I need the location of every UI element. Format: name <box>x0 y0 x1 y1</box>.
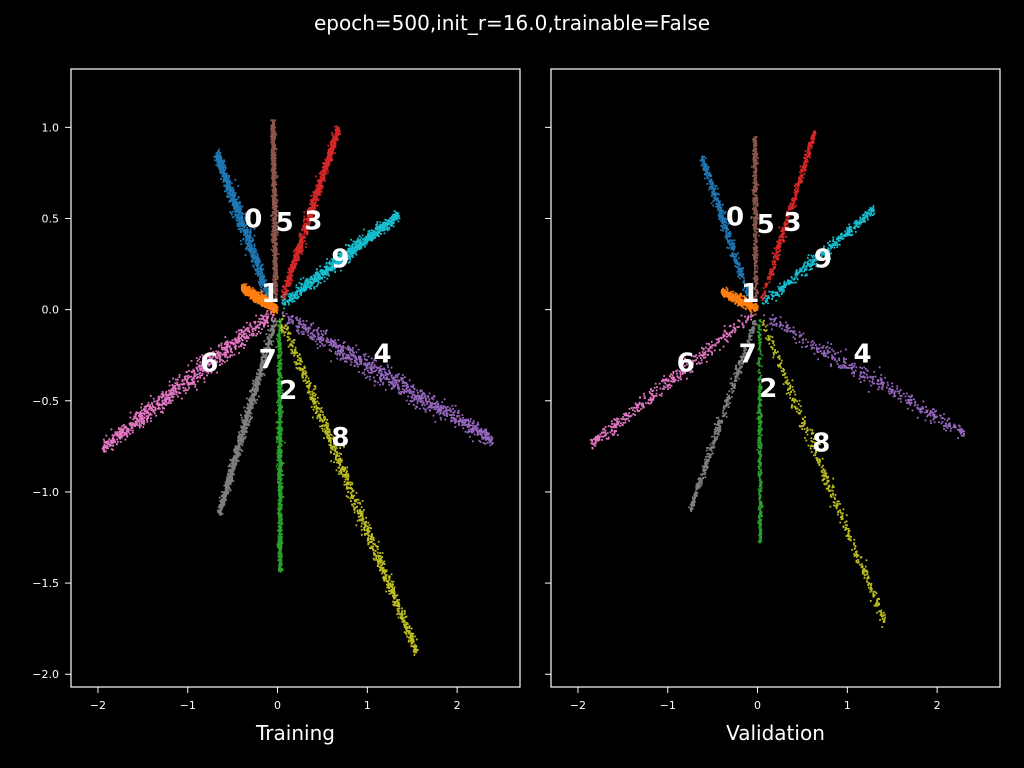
x-tick-label: −2 <box>570 699 586 712</box>
y-tick-label: 0.5 <box>42 212 60 225</box>
series-5-points <box>750 136 760 299</box>
x-axis-label: Validation <box>726 721 825 745</box>
x-tick-label: 2 <box>934 699 941 712</box>
x-tick-label: 0 <box>754 699 761 712</box>
cluster-label-3: 3 <box>784 208 802 238</box>
y-tick-label: 1.0 <box>42 121 60 134</box>
y-tick-label: −1.0 <box>32 486 59 499</box>
cluster-label-4: 4 <box>854 339 872 369</box>
series-0-points <box>699 155 751 300</box>
cluster-label-9: 9 <box>814 245 832 275</box>
series-6-points <box>101 307 274 453</box>
cluster-label-2: 2 <box>759 374 777 404</box>
series-2-points <box>756 319 764 544</box>
y-tick-label: 0.0 <box>42 304 60 317</box>
cluster-label-6: 6 <box>677 349 695 379</box>
series-3-points <box>280 125 342 301</box>
scatter-points <box>101 119 494 656</box>
axes-frame <box>550 68 1001 688</box>
series-8-points <box>278 314 419 656</box>
cluster-label-1: 1 <box>261 279 279 309</box>
cluster-label-5: 5 <box>276 208 294 238</box>
series-1-points <box>720 286 759 316</box>
series-4-points <box>763 314 966 439</box>
cluster-label-2: 2 <box>279 376 297 406</box>
cluster-label-3: 3 <box>304 206 322 236</box>
y-tick-label: −1.5 <box>32 577 59 590</box>
series-7-points <box>216 317 278 516</box>
cluster-label-7: 7 <box>259 345 277 375</box>
cluster-label-8: 8 <box>331 423 349 453</box>
cluster-label-0: 0 <box>726 203 744 233</box>
series-4-points <box>281 311 494 447</box>
x-axis-label: Training <box>255 721 335 745</box>
scatter-points <box>589 130 966 628</box>
x-tick-label: 1 <box>364 699 371 712</box>
cluster-label-5: 5 <box>757 210 775 240</box>
cluster-label-8: 8 <box>812 429 830 459</box>
series-6-points <box>589 313 754 450</box>
series-0-points <box>213 148 272 299</box>
series-5-points <box>270 119 280 300</box>
series-8-points <box>761 319 886 628</box>
series-3-points <box>759 130 817 301</box>
cluster-label-7: 7 <box>739 339 757 369</box>
series-2-points <box>275 318 286 573</box>
cluster-label-9: 9 <box>331 245 349 275</box>
axes-frame <box>70 68 521 688</box>
y-tick-label: −0.5 <box>32 395 59 408</box>
cluster-label-4: 4 <box>374 339 392 369</box>
x-tick-label: 1 <box>844 699 851 712</box>
x-tick-label: −1 <box>180 699 196 712</box>
y-tick-label: −2.0 <box>32 668 59 681</box>
series-9-points <box>280 210 401 310</box>
x-tick-label: −2 <box>90 699 106 712</box>
x-tick-label: −1 <box>660 699 676 712</box>
series-9-points <box>761 205 876 305</box>
cluster-label-1: 1 <box>741 279 759 309</box>
x-tick-label: 0 <box>274 699 281 712</box>
training-panel: 0 1 2 3 4 5 6 7 8 9 −2 −1 0 1 2 1.0 0.5 0.0 −0.5 −1.0 −1.5 −2… <box>32 68 521 745</box>
cluster-label-6: 6 <box>200 349 218 379</box>
validation-panel: 0 1 2 3 4 5 6 7 8 9 −2 −1 0 1 2 Validation <box>545 68 1001 745</box>
series-7-points <box>688 319 758 512</box>
cluster-label-0: 0 <box>244 204 262 234</box>
series-1-points <box>240 283 279 316</box>
figure-title: epoch=500,init_r=16.0,trainable=False <box>314 11 710 35</box>
x-tick-label: 2 <box>454 699 461 712</box>
